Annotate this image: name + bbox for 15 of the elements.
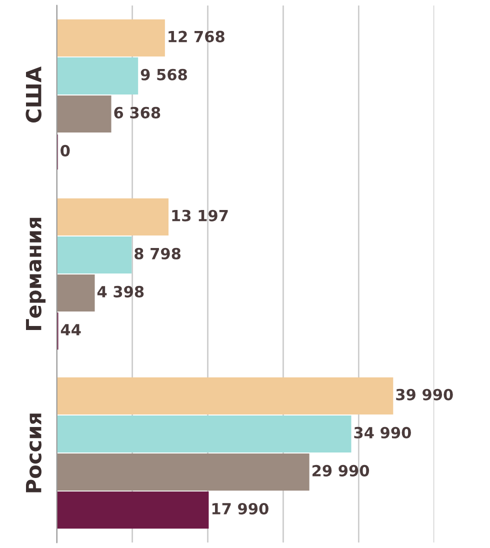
data-label: 34 990 [354, 426, 411, 438]
data-label: 12 768 [168, 30, 224, 42]
data-label: 8 798 [134, 248, 181, 260]
y-tick-label: США [26, 66, 42, 123]
data-label: 13 197 [172, 210, 228, 222]
data-label: 39 990 [396, 388, 453, 400]
data-label: 9 568 [140, 68, 187, 80]
y-tick-label: Германия [26, 218, 46, 330]
data-label: 29 990 [312, 464, 370, 476]
data-label: 0 [60, 144, 70, 156]
y-tick-label: Россия [26, 414, 42, 492]
data-label: 17 990 [212, 502, 268, 515]
data-label: 6 368 [114, 106, 160, 118]
data-label: 44 [60, 324, 81, 336]
data-label: 4 398 [97, 286, 144, 298]
